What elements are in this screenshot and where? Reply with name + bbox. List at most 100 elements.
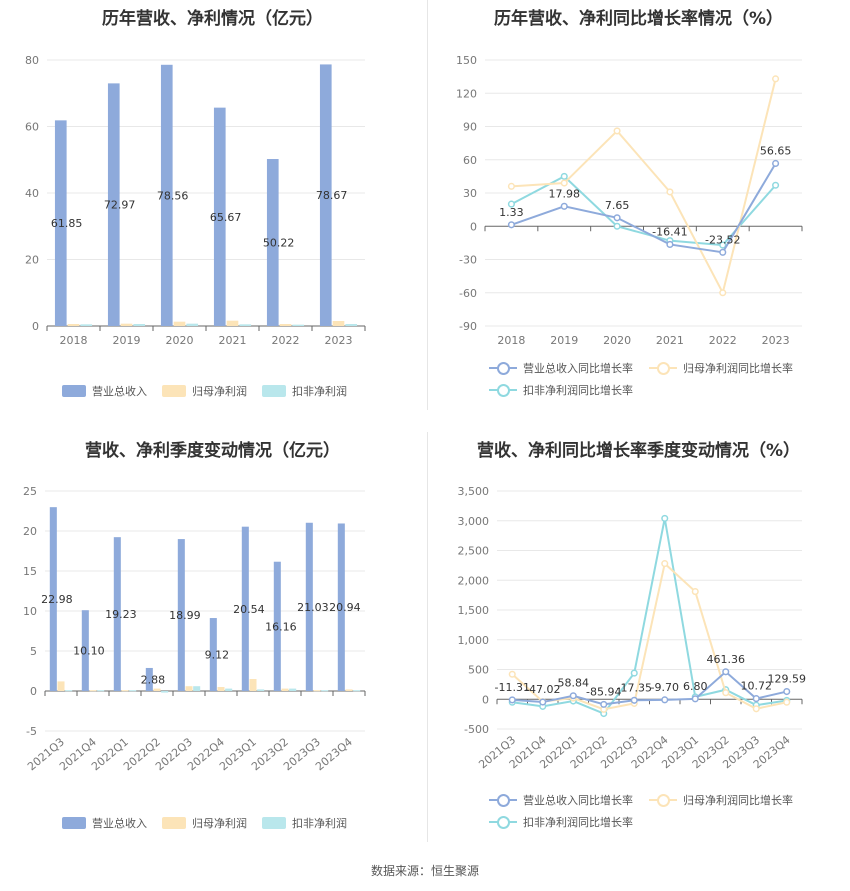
legend-swatch: [162, 817, 186, 829]
bar: [145, 667, 153, 691]
legend-swatch: [62, 817, 86, 829]
legend-item[interactable]: 营业总收入同比增长率: [489, 360, 633, 376]
y-tick-label: 60: [25, 121, 39, 134]
y-tick-label: 150: [456, 54, 477, 67]
bar: [97, 690, 105, 692]
data-point: [508, 670, 516, 678]
data-label: 20.94: [329, 601, 361, 614]
legend-item[interactable]: 营业总收入: [62, 383, 147, 399]
legend-swatch: [489, 794, 517, 807]
legend-label: 营业总收入: [92, 817, 147, 830]
quarterly-bar-plot: -505101520252021Q32021Q42022Q12022Q22022…: [23, 485, 366, 773]
data-label: -23.52: [705, 233, 740, 246]
bar: [217, 687, 225, 691]
x-tick-label: 2022: [709, 334, 737, 347]
data-label: 9.12: [205, 649, 230, 662]
legend-item[interactable]: 扣非净利润: [262, 815, 347, 831]
bar: [81, 610, 89, 691]
data-label: -85.94: [586, 685, 621, 698]
legend-item[interactable]: 营业总收入同比增长率: [489, 792, 633, 808]
series-line: [510, 175, 777, 247]
chart-title: 历年营收、净利情况（亿元）: [102, 9, 323, 29]
legend-item[interactable]: 扣非净利润同比增长率: [489, 382, 633, 398]
y-tick-label: 0: [30, 685, 37, 698]
data-label: 21.03: [297, 601, 329, 614]
data-label: 50.22: [263, 237, 295, 250]
bar: [279, 324, 292, 326]
bar: [177, 539, 185, 691]
legend-label: 归母净利润同比增长率: [683, 362, 793, 375]
bar: [129, 690, 137, 692]
data-label: 19.23: [105, 608, 137, 621]
legend-item[interactable]: 归母净利润同比增长率: [649, 360, 793, 376]
y-tick-label: 2,500: [458, 545, 490, 558]
data-point: [661, 696, 669, 704]
data-point: [507, 221, 515, 229]
legend-swatch: [489, 816, 517, 829]
bar: [281, 688, 289, 691]
data-label: 461.36: [707, 653, 746, 666]
legend-item[interactable]: 归母净利润: [162, 383, 247, 399]
quarterly-line-plot: -50005001,0001,5002,0002,5003,0003,50020…: [458, 485, 807, 771]
data-label: 16.16: [265, 620, 297, 633]
bar: [226, 320, 239, 326]
data-point: [691, 588, 699, 596]
legend-swatch: [489, 362, 517, 375]
bar: [173, 321, 186, 326]
y-tick-label: 5: [30, 645, 37, 658]
bar: [120, 323, 133, 326]
data-label: 2.88: [141, 673, 166, 686]
data-point: [613, 214, 621, 222]
y-tick-label: 0: [32, 320, 39, 333]
data-point: [508, 696, 516, 704]
legend: 营业总收入同比增长率 归母净利润同比增长率 扣非净利润同比增长率: [427, 792, 850, 834]
y-tick-label: 40: [25, 187, 39, 200]
legend-label: 营业总收入: [92, 385, 147, 398]
bar: [305, 522, 313, 691]
legend-item[interactable]: 扣非净利润: [262, 383, 347, 399]
data-label: 61.85: [51, 217, 83, 230]
legend-item[interactable]: 扣非净利润同比增长率: [489, 814, 633, 830]
bar: [353, 690, 361, 692]
series-line: [511, 162, 777, 254]
y-tick-label: 2,000: [458, 574, 490, 587]
bar: [313, 690, 321, 692]
legend-item[interactable]: 归母净利润同比增长率: [649, 792, 793, 808]
legend-item[interactable]: 营业总收入: [62, 815, 147, 831]
data-point: [752, 695, 760, 703]
vertical-divider: [427, 0, 428, 410]
data-point: [661, 514, 669, 522]
bar: [121, 690, 129, 692]
data-label: 18.99: [169, 609, 201, 622]
x-tick-label: 2023: [762, 334, 790, 347]
bar: [292, 324, 305, 326]
bar: [225, 688, 233, 691]
bar: [209, 618, 217, 691]
x-tick-label: 2022: [272, 334, 300, 347]
data-point: [691, 695, 699, 703]
data-point: [630, 669, 638, 677]
legend-label: 归母净利润: [192, 817, 247, 830]
annual-line-plot: -90 -60 -30 0 30 60 90 120 150 2018 2019 2020 2021 20…: [456, 54, 803, 347]
bar: [185, 686, 193, 691]
bar: [213, 107, 226, 326]
legend-item[interactable]: 归母净利润: [162, 815, 247, 831]
bar: [49, 507, 57, 691]
data-label: 10.72: [741, 680, 773, 693]
data-label: 6.80: [683, 680, 708, 693]
y-tick-label: 500: [468, 664, 489, 677]
bar: [273, 561, 281, 691]
series-line: [512, 518, 787, 715]
y-tick-label: -5: [26, 725, 37, 738]
data-point: [719, 241, 727, 249]
vertical-divider: [427, 432, 428, 842]
y-tick-label: 3,500: [458, 485, 490, 498]
bar: [113, 537, 121, 691]
bar: [345, 689, 353, 691]
bar: [107, 83, 120, 326]
legend-swatch: [162, 385, 186, 397]
bar: [57, 681, 65, 691]
data-label: 56.65: [760, 144, 792, 157]
quarterly-revenue-profit-chart: 营收、净利季度变动情况（亿元） -5 0 5 10 15 20 25 2021Q3 2021Q4…: [0, 432, 425, 852]
data-label: -11.31: [495, 681, 530, 694]
